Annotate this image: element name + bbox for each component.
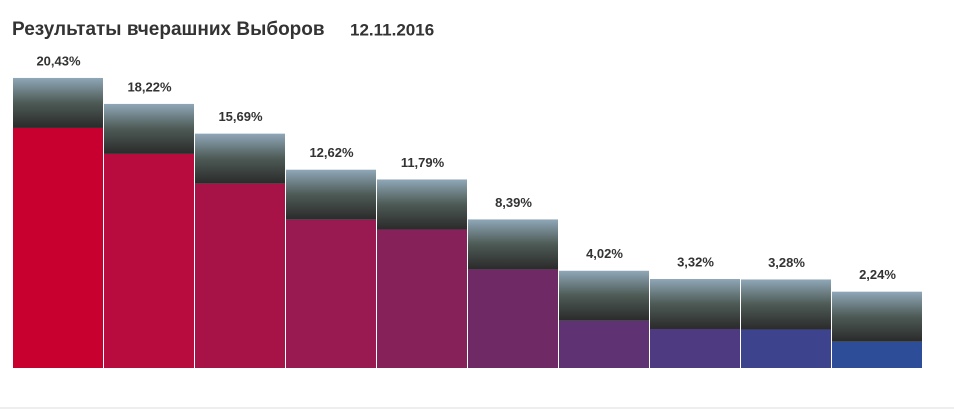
value-label: 3,28% bbox=[768, 255, 805, 270]
photo bbox=[286, 169, 376, 220]
value-label: 15,69% bbox=[218, 109, 263, 124]
value-label: 3,32% bbox=[677, 254, 714, 269]
bar bbox=[13, 127, 103, 368]
bar bbox=[650, 328, 740, 368]
value-label: 18,22% bbox=[127, 79, 172, 94]
bar bbox=[286, 219, 376, 368]
chart-title: Результаты вчерашних Выборов bbox=[12, 19, 325, 40]
bar bbox=[104, 153, 194, 368]
photo bbox=[832, 291, 922, 342]
photo bbox=[741, 279, 831, 330]
photo bbox=[468, 219, 558, 270]
bar bbox=[832, 341, 922, 368]
bar bbox=[195, 183, 285, 368]
bar bbox=[559, 320, 649, 368]
bar bbox=[377, 229, 467, 368]
value-label: 2,24% bbox=[859, 267, 896, 282]
photo bbox=[195, 133, 285, 184]
photo bbox=[13, 77, 103, 128]
photo bbox=[650, 278, 740, 329]
value-label: 12,62% bbox=[309, 145, 354, 160]
value-label: 20,43% bbox=[36, 53, 81, 68]
bar bbox=[741, 329, 831, 368]
value-label: 11,79% bbox=[401, 155, 445, 170]
value-label: 4,02% bbox=[586, 246, 623, 261]
bar bbox=[468, 269, 558, 368]
photo bbox=[104, 103, 194, 154]
value-label: 8,39% bbox=[495, 195, 532, 210]
chart-date: 12.11.2016 bbox=[350, 20, 434, 39]
photo bbox=[559, 270, 649, 321]
photo bbox=[377, 179, 467, 230]
